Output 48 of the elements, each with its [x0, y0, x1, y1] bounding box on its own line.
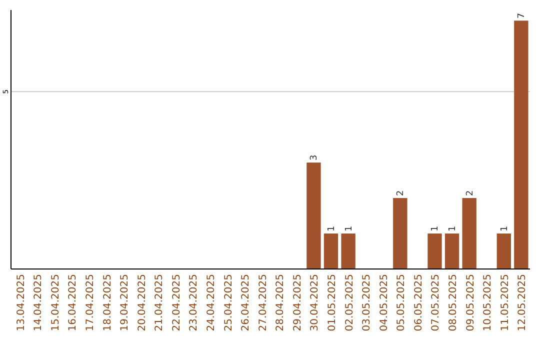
x-tick-label: 21.04.2025 [154, 274, 166, 332]
x-tick-label: 09.05.2025 [465, 274, 476, 332]
x-tick-label: 17.04.2025 [84, 274, 96, 332]
x-tick-label: 27.04.2025 [258, 274, 269, 332]
bar [514, 20, 528, 269]
x-tick-label: 28.04.2025 [275, 274, 286, 332]
bar [306, 162, 321, 269]
x-tick-label: 12.05.2025 [517, 274, 528, 332]
x-tick-label: 04.05.2025 [378, 274, 390, 332]
x-tick-label: 25.04.2025 [223, 274, 234, 332]
x-tick-label: 11.05.2025 [500, 274, 511, 332]
x-tick-label: 18.04.2025 [102, 274, 114, 332]
x-tick-label: 22.04.2025 [171, 274, 182, 332]
bar [324, 234, 338, 269]
bar [428, 234, 442, 269]
x-tick-label: 05.05.2025 [396, 274, 408, 332]
data-label: 1 [448, 226, 458, 232]
x-tick-label: 08.05.2025 [448, 274, 460, 332]
x-tick-label: 24.04.2025 [206, 274, 217, 332]
x-tick-label: 26.04.2025 [240, 274, 252, 332]
data-label: 7 [517, 12, 528, 19]
x-tick-label: 02.05.2025 [344, 274, 356, 332]
x-tick-label: 14.04.2025 [33, 274, 44, 332]
data-label: 3 [310, 154, 320, 161]
bar [444, 234, 460, 269]
x-tick-label: 30.04.2025 [310, 274, 321, 332]
x-tick-label: 06.05.2025 [413, 274, 424, 332]
data-label: 1 [344, 226, 354, 232]
x-tick-label: 16.04.2025 [68, 274, 79, 332]
bar [462, 198, 476, 269]
data-label: 1 [430, 226, 441, 232]
data-label: 1 [500, 226, 510, 232]
x-tick-label: 15.04.2025 [50, 274, 62, 332]
x-tick-label: 01.05.2025 [327, 274, 338, 332]
bar [496, 234, 511, 269]
x-tick-label: 23.04.2025 [188, 274, 200, 332]
data-label: 2 [465, 190, 476, 196]
x-tick-label: 19.04.2025 [120, 274, 131, 332]
x-tick-label: 07.05.2025 [430, 274, 442, 332]
x-tick-label: 10.05.2025 [482, 274, 494, 332]
data-label: 1 [327, 226, 338, 232]
x-tick-label: 13.04.2025 [16, 274, 27, 332]
x-tick-label: 20.04.2025 [136, 274, 148, 332]
x-tick-label: 03.05.2025 [362, 274, 373, 332]
bar [393, 198, 408, 269]
bar [341, 234, 356, 269]
data-label: 2 [396, 190, 406, 196]
x-tick-label: 29.04.2025 [292, 274, 304, 332]
